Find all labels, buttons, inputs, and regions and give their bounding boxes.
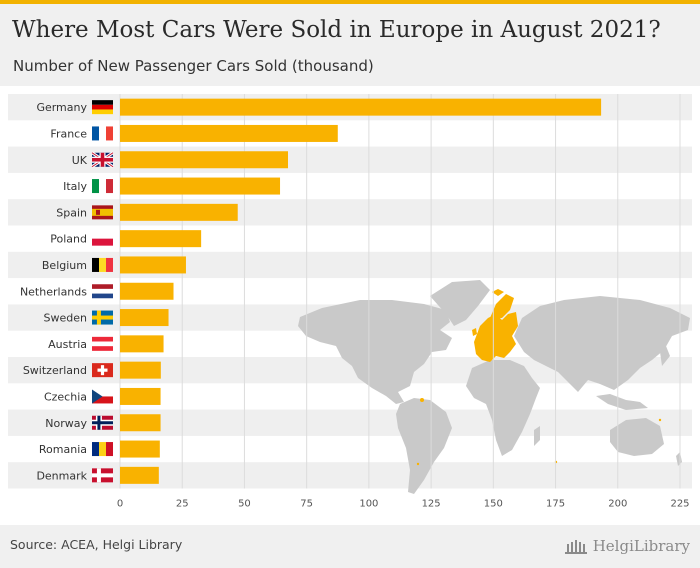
x-tick-label: 125 bbox=[422, 499, 441, 510]
category-label: France bbox=[50, 127, 87, 140]
x-tick-label: 0 bbox=[117, 499, 123, 510]
x-tick-label: 225 bbox=[670, 499, 689, 510]
grid-lines bbox=[119, 94, 681, 489]
category-label: Poland bbox=[50, 233, 87, 246]
belgium-flag-icon bbox=[92, 257, 113, 272]
bars bbox=[120, 98, 602, 484]
bar bbox=[120, 335, 164, 353]
chart-title: Where Most Cars Were Sold in Europe in A… bbox=[12, 17, 661, 43]
category-label: Denmark bbox=[36, 469, 87, 482]
map-island-dot bbox=[416, 462, 420, 466]
bar bbox=[120, 387, 161, 405]
map-japan bbox=[660, 346, 670, 366]
category-label: Switzerland bbox=[23, 364, 87, 377]
category-label: Austria bbox=[48, 338, 87, 351]
chart-footer: Source: ACEA, Helgi Library HelgiLibrary bbox=[0, 525, 700, 568]
germany-flag-icon bbox=[92, 100, 113, 115]
accent-bar bbox=[0, 0, 700, 4]
category-label: Italy bbox=[63, 180, 87, 193]
chart-header: Where Most Cars Were Sold in Europe in A… bbox=[0, 4, 700, 86]
bar bbox=[120, 151, 288, 169]
category-label: Romania bbox=[39, 443, 87, 456]
bar bbox=[120, 98, 602, 116]
map-ireland bbox=[472, 328, 477, 336]
austria-flag-icon bbox=[92, 336, 113, 351]
flags bbox=[91, 100, 114, 483]
x-tick-label: 200 bbox=[608, 499, 627, 510]
map-island-dot bbox=[420, 398, 424, 402]
czechia-flag-icon bbox=[92, 389, 113, 404]
x-tick-label: 75 bbox=[300, 499, 313, 510]
bar bbox=[120, 203, 238, 221]
category-label: Belgium bbox=[42, 259, 87, 272]
bar bbox=[120, 440, 160, 458]
category-labels: Germany France UK Italy Spain Poland Belgium Ne… bbox=[20, 101, 88, 482]
x-tick-label: 100 bbox=[359, 499, 378, 510]
netherlands-flag-icon bbox=[92, 284, 113, 299]
bar bbox=[120, 414, 161, 432]
norway-flag-icon bbox=[92, 415, 113, 430]
x-tick-label: 25 bbox=[176, 499, 189, 510]
map-africa bbox=[466, 360, 540, 456]
x-axis-ticks: 0 25 50 75 100 125 150 175 200 225 bbox=[117, 499, 690, 510]
france-flag-icon bbox=[92, 126, 113, 141]
category-label: Czechia bbox=[44, 390, 87, 403]
map-greenland bbox=[430, 280, 490, 326]
bar bbox=[120, 361, 161, 379]
bar bbox=[120, 124, 338, 142]
category-label: Norway bbox=[45, 417, 87, 430]
bar bbox=[120, 466, 159, 484]
bar-chart: Germany France UK Italy Spain Poland Belgium Ne… bbox=[8, 94, 692, 510]
sweden-flag-icon bbox=[92, 310, 113, 325]
map-indonesia bbox=[596, 394, 648, 410]
category-label: Spain bbox=[56, 206, 87, 219]
denmark-flag-icon bbox=[92, 468, 113, 483]
map-island-dot bbox=[658, 418, 662, 422]
romania-flag-icon bbox=[92, 442, 113, 457]
helgi-library-logo[interactable]: HelgiLibrary bbox=[564, 534, 690, 558]
x-tick-label: 150 bbox=[484, 499, 503, 510]
map-scandinavia bbox=[490, 294, 514, 318]
map-madagascar bbox=[534, 426, 540, 446]
map-south-america bbox=[396, 398, 452, 494]
bar bbox=[120, 256, 186, 274]
spain-flag-icon bbox=[92, 205, 113, 220]
category-label: Netherlands bbox=[20, 285, 87, 298]
bar bbox=[120, 177, 281, 195]
bar bbox=[120, 230, 202, 248]
source-note: Source: ACEA, Helgi Library bbox=[10, 537, 183, 552]
logo-text: HelgiLibrary bbox=[592, 537, 690, 555]
poland-flag-icon bbox=[92, 231, 113, 246]
map-north-america bbox=[298, 300, 452, 404]
category-label: Sweden bbox=[44, 312, 87, 325]
italy-flag-icon bbox=[92, 179, 113, 194]
bar bbox=[120, 309, 169, 327]
map-europe bbox=[474, 312, 518, 362]
map-iceland bbox=[492, 289, 504, 296]
x-tick-label: 175 bbox=[546, 499, 565, 510]
map-australia bbox=[610, 418, 664, 456]
map-asia bbox=[514, 296, 690, 392]
chart-subtitle: Number of New Passenger Cars Sold (thous… bbox=[13, 57, 374, 75]
helgi-library-logo-icon bbox=[564, 540, 587, 554]
switzerland-flag-icon bbox=[92, 363, 113, 378]
bar bbox=[120, 282, 174, 300]
category-label: UK bbox=[72, 154, 88, 167]
uk-flag-icon bbox=[91, 151, 114, 168]
x-tick-label: 50 bbox=[238, 499, 251, 510]
category-label: Germany bbox=[36, 101, 87, 114]
world-map-illustration bbox=[298, 280, 690, 494]
